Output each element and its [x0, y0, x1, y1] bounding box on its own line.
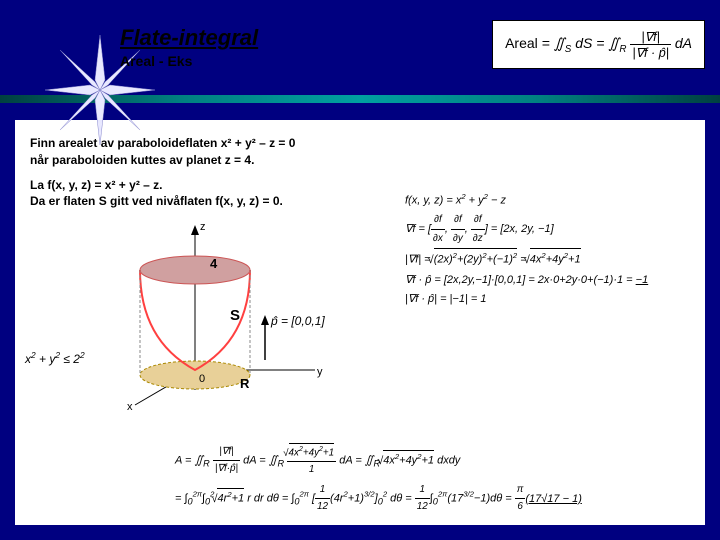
math-line: ∇f = [∂f∂x, ∂f∂y, ∂f∂z] = [2x, 2y, −1] [405, 211, 685, 248]
math-derivation-right: f(x, y, z) = x2 + y2 − z ∇f = [∂f∂x, ∂f∂… [405, 190, 685, 310]
math-line: ∇f · p̂ = [2x,2y,−1]·[0,0,1] = 2x·0+2y·0… [405, 271, 685, 291]
z-axis-label: z [200, 221, 206, 233]
page-title: Flate-integral [120, 25, 258, 51]
area-formula-box: Areal = ∬S dS = ∬R |∇f||∇f · p̂| dA [492, 20, 705, 69]
page-subtitle: Areal - Eks [120, 53, 258, 69]
top-value-label: 4 [210, 256, 218, 271]
y-axis-label: y [317, 366, 323, 378]
problem-line: når paraboloiden kuttes av planet z = 4. [30, 152, 690, 169]
math-line: f(x, y, z) = x2 + y2 − z [405, 190, 685, 211]
x-axis-label: x [127, 401, 133, 410]
origin-label: 0 [199, 373, 205, 385]
p-vector-label: p̂ = [0,0,1] [270, 314, 325, 328]
math-line: |∇f| = (2x)2+(2y)2+(−1)2 = 4x2+4y2+1 [405, 248, 685, 270]
surface-label: S [230, 307, 240, 324]
math-integral-bottom: A = ∬R |∇f||∇f·p̂| dA = ∬R 4x2+4y2+11 dA… [175, 443, 695, 515]
paraboloid-diagram: z y x R 4 S p̂ = [0,0,1] 0 [65, 210, 325, 410]
math-line: A = ∬R |∇f||∇f·p̂| dA = ∬R 4x2+4y2+11 dA… [175, 443, 695, 478]
region-label: R [240, 376, 250, 391]
math-line: |∇f · p̂| = |−1| = 1 [405, 290, 685, 310]
math-line: = ∫02π∫02 4r2+1 r dr dθ = ∫02π [112(4r2+… [175, 482, 695, 515]
content-area: Finn arealet av paraboloideflaten x² + y… [15, 120, 705, 525]
header: Flate-integral Areal - Eks [120, 25, 258, 69]
